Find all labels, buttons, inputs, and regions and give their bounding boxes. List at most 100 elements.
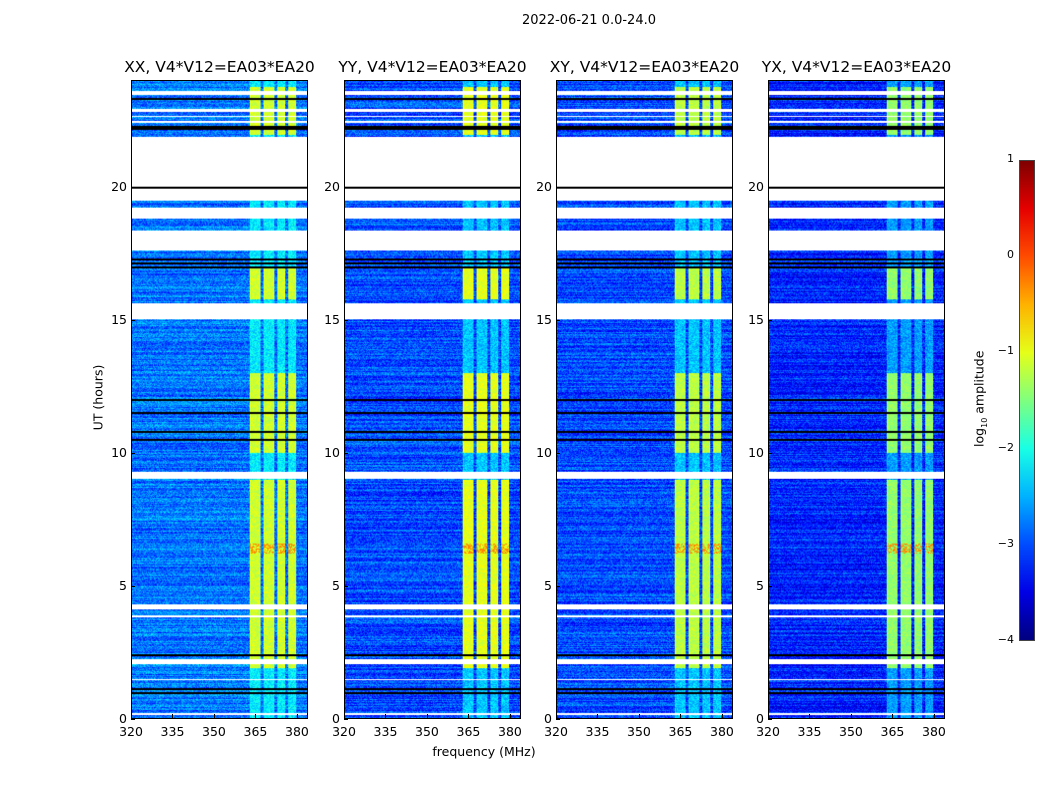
x-tick-label: 335 [160, 724, 185, 739]
y-axis-label: UT (hours) [90, 364, 106, 431]
y-tick-label: 0 [119, 711, 127, 726]
y-tick-mark [131, 585, 135, 587]
y-tick-mark [768, 186, 772, 188]
panel-title: XY, V4*V12=EA03*EA20 [549, 58, 740, 76]
y-tick-label: 0 [544, 711, 552, 726]
x-axis-label: frequency (MHz) [432, 744, 536, 759]
x-tick-mark [213, 714, 215, 718]
y-tick-mark [556, 585, 560, 587]
x-tick-mark [933, 714, 935, 718]
y-tick-mark [131, 452, 135, 454]
x-tick-mark [721, 714, 723, 718]
x-tick-label: 365 [243, 724, 268, 739]
y-tick-label: 15 [536, 311, 552, 327]
y-tick-label: 5 [119, 577, 127, 593]
y-tick-mark [344, 186, 348, 188]
y-tick-mark [556, 186, 560, 188]
heatmap-panel [556, 80, 733, 719]
x-tick-label: 320 [544, 724, 568, 739]
x-tick-label: 350 [202, 724, 226, 739]
x-tick-label: 365 [668, 724, 693, 739]
colorbar-tick-label: 0 [1007, 248, 1014, 262]
y-tick-mark [344, 452, 348, 454]
heatmap-panel [344, 80, 521, 719]
x-tick-mark [131, 714, 132, 718]
y-tick-mark [556, 452, 560, 454]
y-tick-label: 15 [111, 311, 127, 327]
x-tick-label: 335 [373, 724, 398, 739]
colorbar-tick-label: −3 [997, 536, 1014, 550]
y-tick-label: 10 [324, 444, 340, 460]
x-tick-label: 335 [797, 724, 822, 739]
panel-title: YX, V4*V12=EA03*EA20 [761, 58, 952, 76]
y-tick-label: 20 [748, 178, 764, 194]
y-tick-mark [768, 319, 772, 321]
x-tick-label: 320 [756, 724, 780, 739]
y-tick-label: 5 [332, 577, 340, 593]
heatmap-image [557, 81, 732, 718]
colorbar-label-text: amplitude [971, 350, 987, 418]
y-tick-label: 5 [756, 577, 764, 593]
heatmap-image [132, 81, 307, 718]
x-tick-label: 380 [498, 724, 522, 739]
y-tick-label: 10 [748, 444, 764, 460]
x-tick-mark [768, 714, 769, 718]
x-tick-label: 320 [119, 724, 143, 739]
x-tick-label: 335 [585, 724, 610, 739]
heatmap-image [769, 81, 944, 718]
x-tick-mark [255, 714, 257, 718]
y-tick-label: 5 [544, 577, 552, 593]
figure-suptitle: 2022-06-21 0.0-24.0 [522, 13, 656, 28]
x-tick-mark [385, 714, 387, 718]
x-tick-mark [892, 714, 894, 718]
colorbar-label-sub: 10 [979, 417, 989, 428]
y-tick-mark [768, 719, 772, 720]
x-tick-mark [468, 714, 470, 718]
panel-title: YY, V4*V12=EA03*EA20 [338, 58, 527, 76]
x-tick-mark [344, 714, 345, 718]
y-tick-label: 10 [536, 444, 552, 460]
x-tick-label: 380 [922, 724, 946, 739]
x-tick-label: 320 [332, 724, 356, 739]
x-tick-label: 350 [415, 724, 439, 739]
y-tick-mark [344, 319, 348, 321]
x-tick-mark [680, 714, 682, 718]
heatmap-panel [131, 80, 308, 719]
x-tick-mark [638, 714, 640, 718]
colorbar-tick-label: −1 [997, 344, 1014, 358]
y-tick-mark [768, 585, 772, 587]
colorbar-label: log10 amplitude [971, 339, 989, 459]
heatmap-image [345, 81, 520, 718]
y-tick-mark [344, 585, 348, 587]
x-tick-mark [556, 714, 557, 718]
y-tick-label: 15 [748, 311, 764, 327]
x-tick-label: 350 [627, 724, 651, 739]
x-tick-mark [809, 714, 811, 718]
panel-title: XX, V4*V12=EA03*EA20 [124, 58, 315, 76]
y-tick-label: 10 [111, 444, 127, 460]
y-tick-mark [131, 719, 135, 720]
x-tick-mark [426, 714, 428, 718]
y-tick-label: 20 [111, 178, 127, 194]
y-tick-label: 0 [756, 711, 764, 726]
x-tick-label: 365 [456, 724, 481, 739]
colorbar-tick-label: 1 [1007, 152, 1014, 165]
x-tick-mark [172, 714, 174, 718]
y-tick-label: 0 [332, 711, 340, 726]
x-tick-mark [509, 714, 511, 718]
y-tick-mark [131, 319, 135, 321]
x-tick-label: 380 [285, 724, 309, 739]
y-tick-label: 20 [324, 178, 340, 194]
x-tick-label: 350 [839, 724, 863, 739]
y-tick-mark [556, 719, 560, 720]
colorbar-label-log: log [971, 427, 987, 447]
y-tick-mark [344, 719, 348, 720]
x-tick-label: 380 [710, 724, 734, 739]
x-tick-mark [597, 714, 599, 718]
y-tick-label: 20 [536, 178, 552, 194]
x-tick-mark [850, 714, 852, 718]
y-tick-mark [768, 452, 772, 454]
heatmap-panel [768, 80, 945, 719]
colorbar [1019, 160, 1035, 641]
y-tick-mark [131, 186, 135, 188]
